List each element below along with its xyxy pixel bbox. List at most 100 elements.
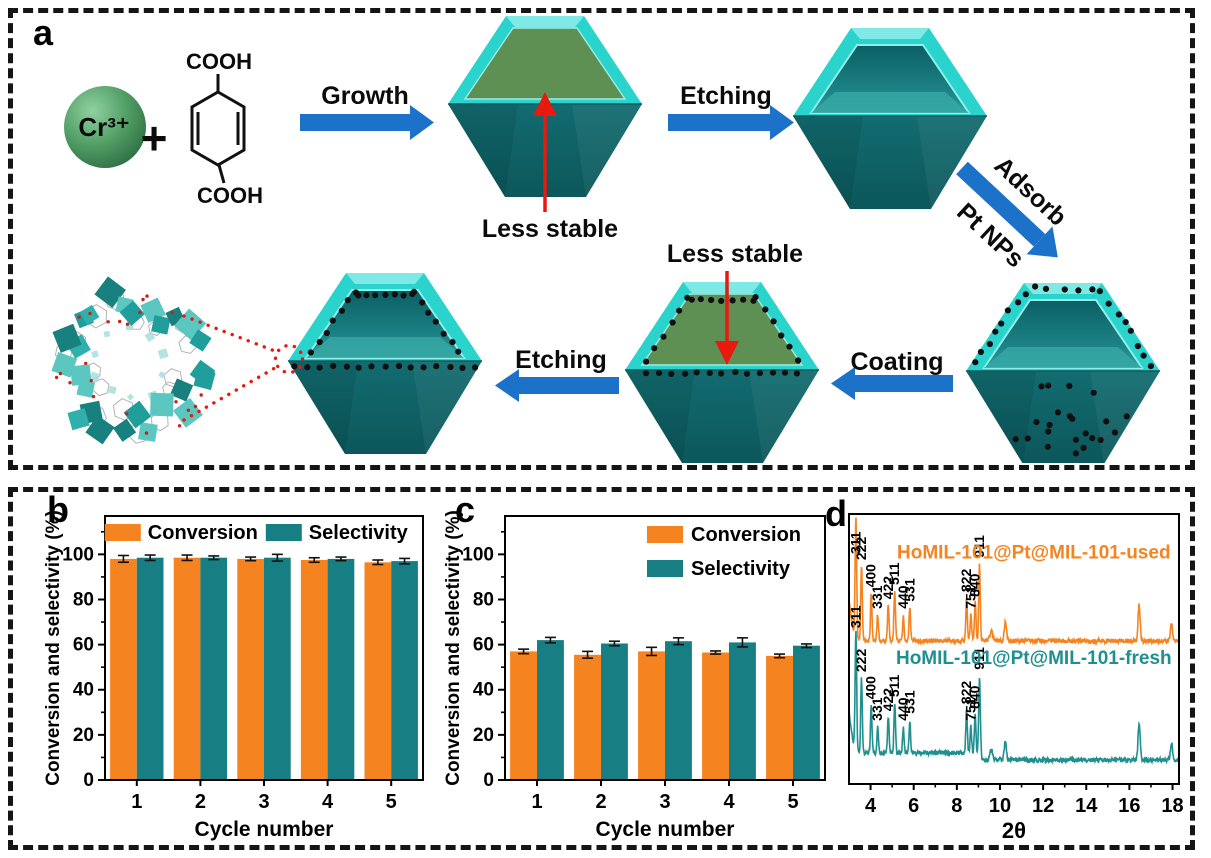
- pt-nanoparticle-dot: [1082, 430, 1089, 437]
- xrd-trace-fresh: [848, 630, 1180, 765]
- crystal-pt-adsorbed: [966, 283, 1160, 464]
- x-tick-label: 3: [258, 791, 269, 813]
- pt-nanoparticle-dot: [795, 357, 802, 364]
- pt-nanoparticle-dot: [669, 319, 676, 326]
- pt-nanoparticle-dot: [440, 330, 447, 337]
- x-axis-title: 2θ: [1002, 818, 1026, 843]
- peak-label: 511: [886, 674, 902, 697]
- pt-nanoparticle-dot: [316, 338, 323, 346]
- pt-nanoparticle-dot: [323, 329, 330, 337]
- pt-nanoparticle-dot: [291, 363, 298, 370]
- pt-nanoparticle-dot: [459, 364, 466, 371]
- growth-arrow: [300, 105, 434, 140]
- pt-nanoparticle-dot: [355, 364, 362, 371]
- pt-nanoparticle-dot: [1123, 413, 1130, 420]
- bar-conversion: [702, 652, 729, 780]
- peak-label: 440: [895, 585, 911, 609]
- error-bar: [518, 648, 530, 655]
- terephthalic-acid-molecule: [190, 74, 246, 184]
- y-tick-label: 40: [73, 680, 94, 701]
- pt-nanoparticle-dot: [307, 349, 314, 356]
- peak-label: 331: [869, 585, 885, 609]
- error-bar: [774, 653, 786, 659]
- y-tick-label: 20: [473, 725, 494, 746]
- bar-selectivity: [537, 640, 564, 780]
- crystal-coated: [625, 282, 819, 463]
- pt-nanoparticle-dot: [343, 363, 350, 370]
- pt-nanoparticle-dot: [756, 370, 763, 377]
- pt-nanoparticle-dot: [786, 343, 793, 350]
- peak-label: 840: [967, 685, 983, 709]
- pt-nanoparticle-dot: [693, 369, 700, 376]
- pt-nanoparticle-dot: [304, 364, 311, 371]
- pt-nanoparticle-dot: [420, 364, 427, 371]
- pt-nanoparticle-dot: [651, 345, 658, 352]
- less-stable-arrowhead-down: [715, 341, 739, 365]
- pt-nanoparticle-dot: [391, 291, 398, 298]
- bar-selectivity: [793, 645, 820, 780]
- pt-nanoparticle-dot: [660, 333, 667, 340]
- less-stable-top-label: Less stable: [482, 215, 618, 243]
- x-tick-label: 1: [531, 791, 542, 813]
- peak-label: 422: [880, 576, 896, 600]
- error-bar: [544, 636, 556, 644]
- x-tick-label: 12: [1032, 795, 1054, 817]
- x-tick-label: 3: [659, 791, 670, 813]
- legend-label: Selectivity: [691, 558, 791, 580]
- x-tick-label: 14: [1075, 795, 1098, 817]
- peak-label: 531: [901, 578, 917, 602]
- crystal-final-hollow-pt: [288, 273, 482, 454]
- pt-nanoparticle-dot: [977, 348, 984, 356]
- chromium-ion-sphere: Cr³⁺: [64, 86, 146, 168]
- pt-nanoparticle-dot: [986, 340, 993, 348]
- error-bar: [208, 555, 220, 561]
- legend-label: Selectivity: [309, 522, 409, 544]
- pt-nanoparticle-dot: [1097, 436, 1104, 444]
- pt-nanoparticle-dot: [1115, 311, 1122, 318]
- pt-nanoparticle-dot: [684, 294, 691, 301]
- pt-nanoparticle-dot: [1012, 436, 1019, 443]
- pt-nanoparticle-dot: [455, 348, 462, 355]
- pt-nanoparticle-dot: [676, 307, 683, 314]
- pt-nanoparticle-dot: [743, 370, 751, 377]
- panel-a: a Cr³⁺: [8, 8, 1195, 470]
- error-bar: [582, 650, 594, 659]
- peak-label: 222: [853, 537, 869, 561]
- pt-nanoparticle-dot: [668, 370, 675, 377]
- y-tick-label: 100: [462, 544, 494, 565]
- y-tick-label: 0: [483, 770, 494, 791]
- pt-nanoparticle-dot: [1024, 435, 1031, 442]
- pt-nanoparticle-dot: [1089, 286, 1096, 293]
- x-tick-label: 4: [322, 791, 334, 813]
- panel-d-letter: d: [825, 493, 847, 534]
- x-axis-title: Cycle number: [596, 818, 735, 841]
- pt-nanoparticle-dot: [1096, 288, 1103, 295]
- pt-nanoparticle-dot: [329, 317, 336, 324]
- pt-nanoparticle-dot: [1045, 382, 1052, 389]
- less-stable-bottom-label: Less stable: [667, 240, 803, 268]
- peak-label: 840: [967, 573, 983, 597]
- coating-label: Coating: [850, 348, 943, 376]
- bar-conversion: [110, 558, 137, 780]
- cooh-bottom-label: COOH: [197, 183, 263, 208]
- pt-nanoparticle-dot: [656, 370, 663, 377]
- panel-b-letter: b: [47, 489, 69, 530]
- y-tick-label: 80: [473, 589, 494, 610]
- x-tick-label: 16: [1118, 795, 1140, 817]
- chart-recycling-c: 1 2 3 4: [439, 502, 833, 844]
- pt-nanoparticle-dot: [1072, 450, 1079, 457]
- bar-conversion: [364, 562, 392, 780]
- pt-nanoparticle-dot: [682, 370, 689, 377]
- pt-nanoparticle-dot: [752, 294, 759, 301]
- pt-nanoparticle-dot: [1032, 283, 1039, 290]
- etching-top-arrow: [668, 105, 794, 140]
- pt-nanoparticle-dot: [1015, 299, 1022, 306]
- pt-nanoparticle-dot: [395, 362, 403, 370]
- pt-nanoparticle-dot: [992, 328, 999, 335]
- pt-nanoparticle-dot: [781, 369, 789, 376]
- peak-label: 751: [962, 697, 978, 721]
- peak-label: 822: [958, 569, 974, 593]
- bar-conversion: [638, 651, 665, 780]
- panel-a-letter: a: [33, 12, 54, 53]
